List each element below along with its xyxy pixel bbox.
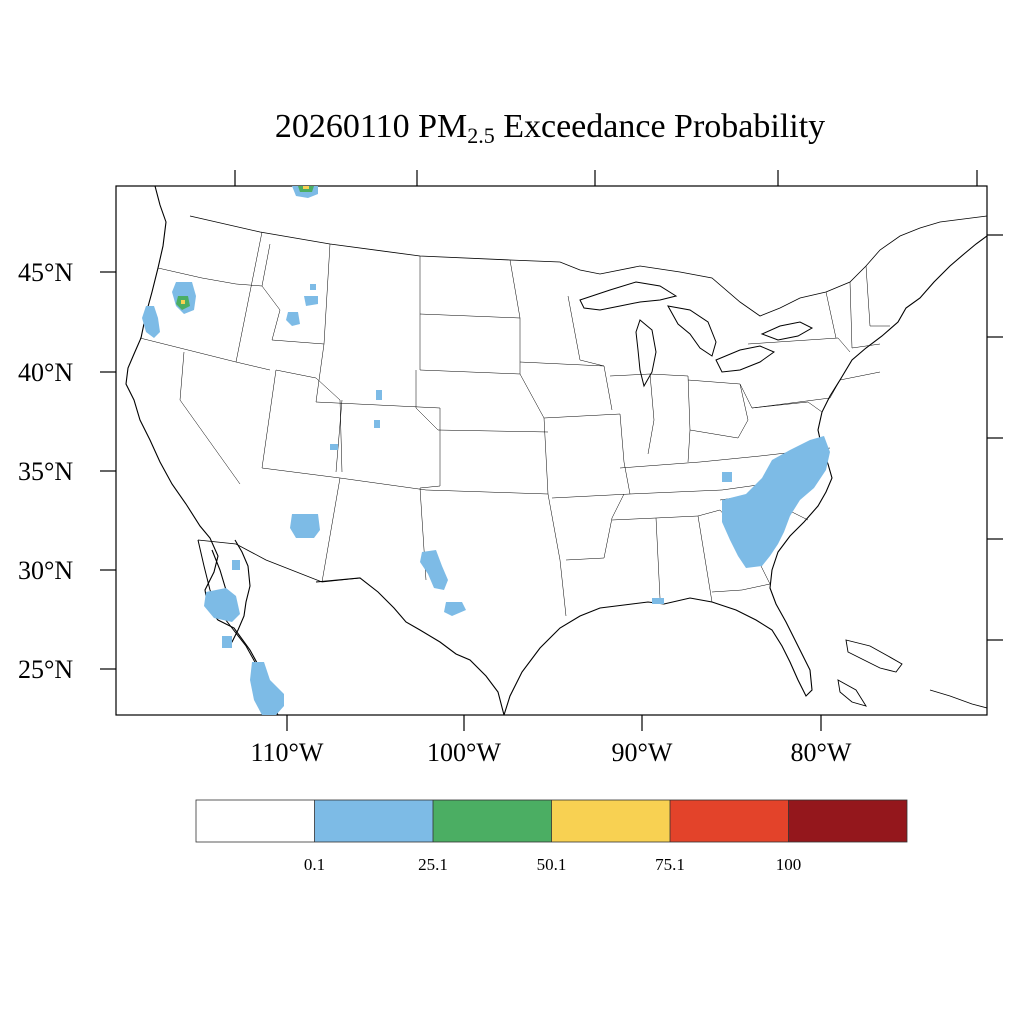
lat-label-25: 25°N [18, 655, 73, 684]
colorbar: 0.1 25.1 50.1 75.1 100 [195, 799, 908, 874]
region-southeast [722, 436, 830, 568]
region-baja-dot [222, 560, 240, 648]
region-colorado-b [374, 420, 380, 428]
lat-label-35: 35°N [18, 457, 73, 486]
region-arizona [290, 514, 320, 538]
region-idaho [286, 312, 300, 326]
region-baja-north [204, 588, 240, 622]
region-texas-south [444, 602, 466, 616]
lon-label-80w: 80°W [791, 738, 852, 767]
lat-label-40: 40°N [18, 358, 73, 387]
colorbar-label-0: 0.1 [304, 855, 325, 874]
colorbar-box-2 [433, 800, 552, 842]
region-texas-west [420, 550, 448, 590]
colorbar-box-0 [196, 800, 315, 842]
region-gulf-coast [652, 598, 664, 604]
coastline-outline [125, 186, 987, 715]
colorbar-box-5 [788, 800, 907, 842]
top-ticks [234, 170, 978, 186]
mexico-border [197, 539, 361, 583]
left-ticks [100, 271, 116, 670]
caribbean-islands [837, 639, 987, 709]
region-montana [304, 284, 318, 306]
lon-label-110w: 110°W [251, 738, 324, 767]
colorbar-label-1: 25.1 [418, 855, 448, 874]
right-ticks [987, 234, 1003, 641]
canada-border [189, 215, 987, 317]
region-oregon-inland-high [181, 300, 185, 304]
great-lakes [579, 281, 814, 388]
map-title: 20260110 PM2.5 Exceedance Probability [274, 108, 826, 148]
colorbar-label-2: 50.1 [537, 855, 567, 874]
map-frame [115, 185, 988, 716]
colorbar-box-3 [551, 800, 670, 842]
lon-label-100w: 100°W [427, 738, 501, 767]
probability-regions [142, 186, 830, 715]
bottom-ticks [286, 715, 822, 731]
region-canada-plume-high [303, 186, 309, 189]
colorbar-label-4: 100 [776, 855, 802, 874]
colorbar-label-3: 75.1 [655, 855, 685, 874]
state-borders [139, 231, 890, 617]
region-new-mexico-dot [330, 444, 338, 450]
lat-label-45: 45°N [18, 258, 73, 287]
region-oregon-coast [142, 306, 160, 338]
colorbar-box-1 [314, 800, 433, 842]
lon-label-90w: 90°W [612, 738, 673, 767]
region-virginia-dot [722, 472, 732, 482]
lat-label-30: 30°N [18, 556, 73, 585]
colorbar-box-4 [670, 800, 789, 842]
region-colorado-a [376, 390, 382, 400]
region-sinaloa [250, 662, 284, 715]
